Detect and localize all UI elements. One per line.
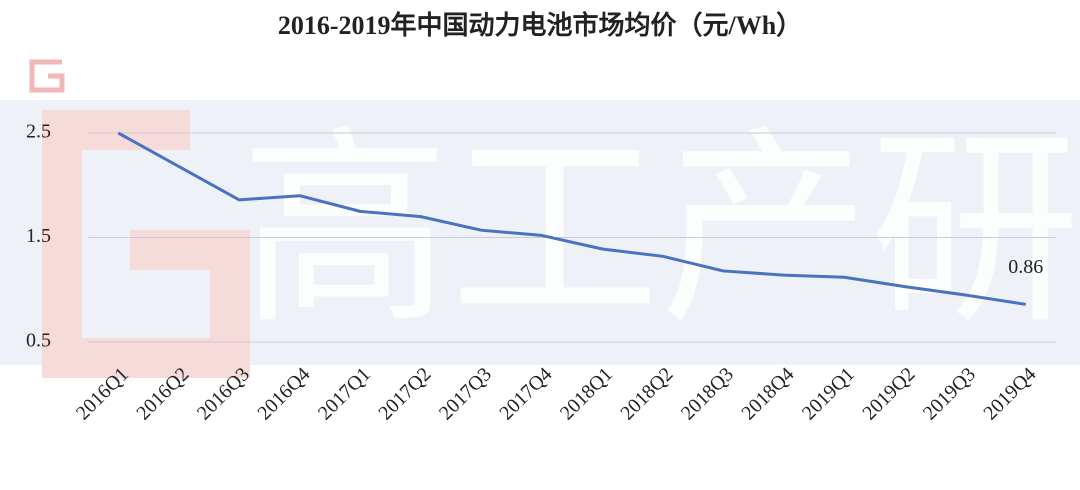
y-tick-label: 0.5 <box>26 330 51 352</box>
x-tick-label: 2017Q2 <box>374 363 435 424</box>
x-tick-label: 2018Q3 <box>677 363 738 424</box>
x-tick-label: 2017Q1 <box>314 363 375 424</box>
y-tick-label: 2.5 <box>26 121 51 143</box>
chart-title: 2016-2019年中国动力电池市场均价（元/Wh） <box>278 10 802 40</box>
x-tick-label: 2018Q2 <box>616 363 677 424</box>
x-tick-label: 2018Q1 <box>556 363 617 424</box>
x-tick-label: 2019Q1 <box>798 363 859 424</box>
x-tick-label: 2016Q4 <box>253 363 314 424</box>
x-tick-label: 2017Q4 <box>495 363 556 424</box>
y-tick-label: 1.5 <box>26 225 51 247</box>
data-label: 0.86 <box>1008 256 1043 278</box>
x-tick-label: 2018Q4 <box>737 363 798 424</box>
x-tick-label: 2019Q4 <box>979 363 1040 424</box>
x-tick-label: 2019Q2 <box>858 363 919 424</box>
watermark: 高工产研 <box>240 108 1080 353</box>
x-tick-label: 2019Q3 <box>919 363 980 424</box>
line <box>117 131 1026 306</box>
logo <box>29 59 250 378</box>
x-tick-label: 2017Q3 <box>435 363 496 424</box>
